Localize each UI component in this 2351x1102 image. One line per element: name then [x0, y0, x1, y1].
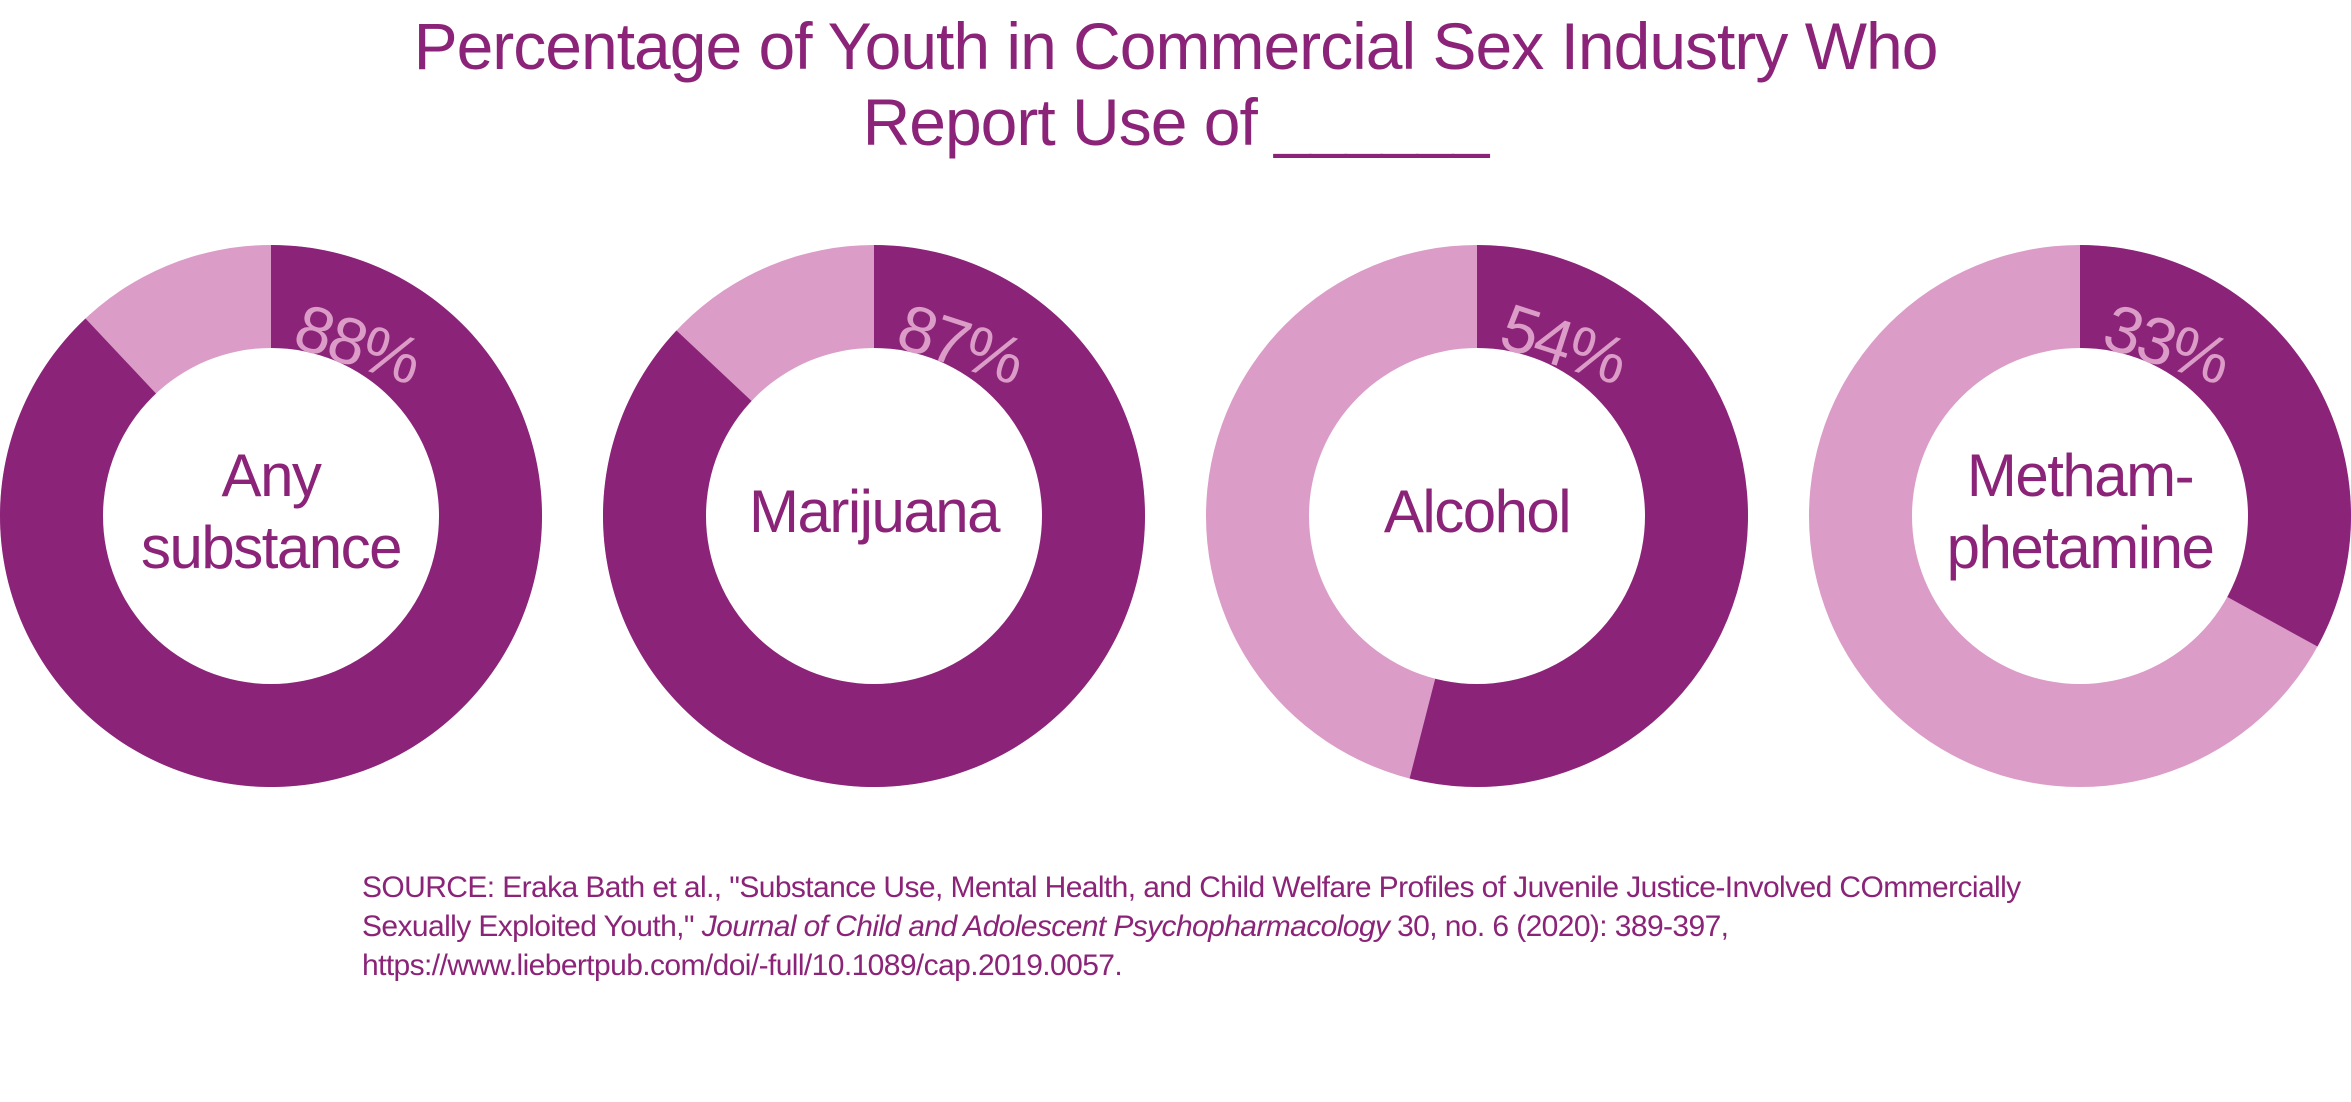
source-text-suffix: 30, no. 6 (2020): 389-397, https://www.l… — [362, 910, 1729, 982]
donut-value-slice — [0, 245, 542, 787]
donut-alcohol: 54%Alcohol — [1206, 245, 1748, 787]
source-citation: SOURCE: Eraka Bath et al., "Substance Us… — [362, 868, 2122, 985]
donut-category-label: substance — [141, 514, 401, 581]
donut-category-label: Any — [222, 442, 322, 509]
chart-title-line-1: Percentage of Youth in Commercial Sex In… — [413, 9, 1939, 83]
donut-marijuana: 87%Marijuana — [603, 245, 1146, 787]
donut-category-label: Alcohol — [1384, 478, 1570, 545]
donut-methamphetamine: 33%Metham-phetamine — [1809, 245, 2351, 787]
source-text-prefix: SOURCE: Eraka Bath et al., "Substance Us… — [362, 871, 2021, 943]
donut-category-label: Metham- — [1967, 442, 2193, 509]
source-journal: Journal of Child and Adolescent Psychoph… — [701, 910, 1390, 943]
donut-category-label: Marijuana — [749, 478, 1001, 545]
chart-title-line-2: Report Use of ______ — [862, 85, 1490, 159]
donut-hole — [1309, 348, 1645, 684]
donut-hole — [1912, 348, 2248, 684]
donut-category-label: phetamine — [1947, 514, 2214, 581]
chart-title: Percentage of Youth in Commercial Sex In… — [0, 8, 2351, 160]
donut-hole — [103, 348, 439, 684]
donut-hole — [706, 348, 1042, 684]
